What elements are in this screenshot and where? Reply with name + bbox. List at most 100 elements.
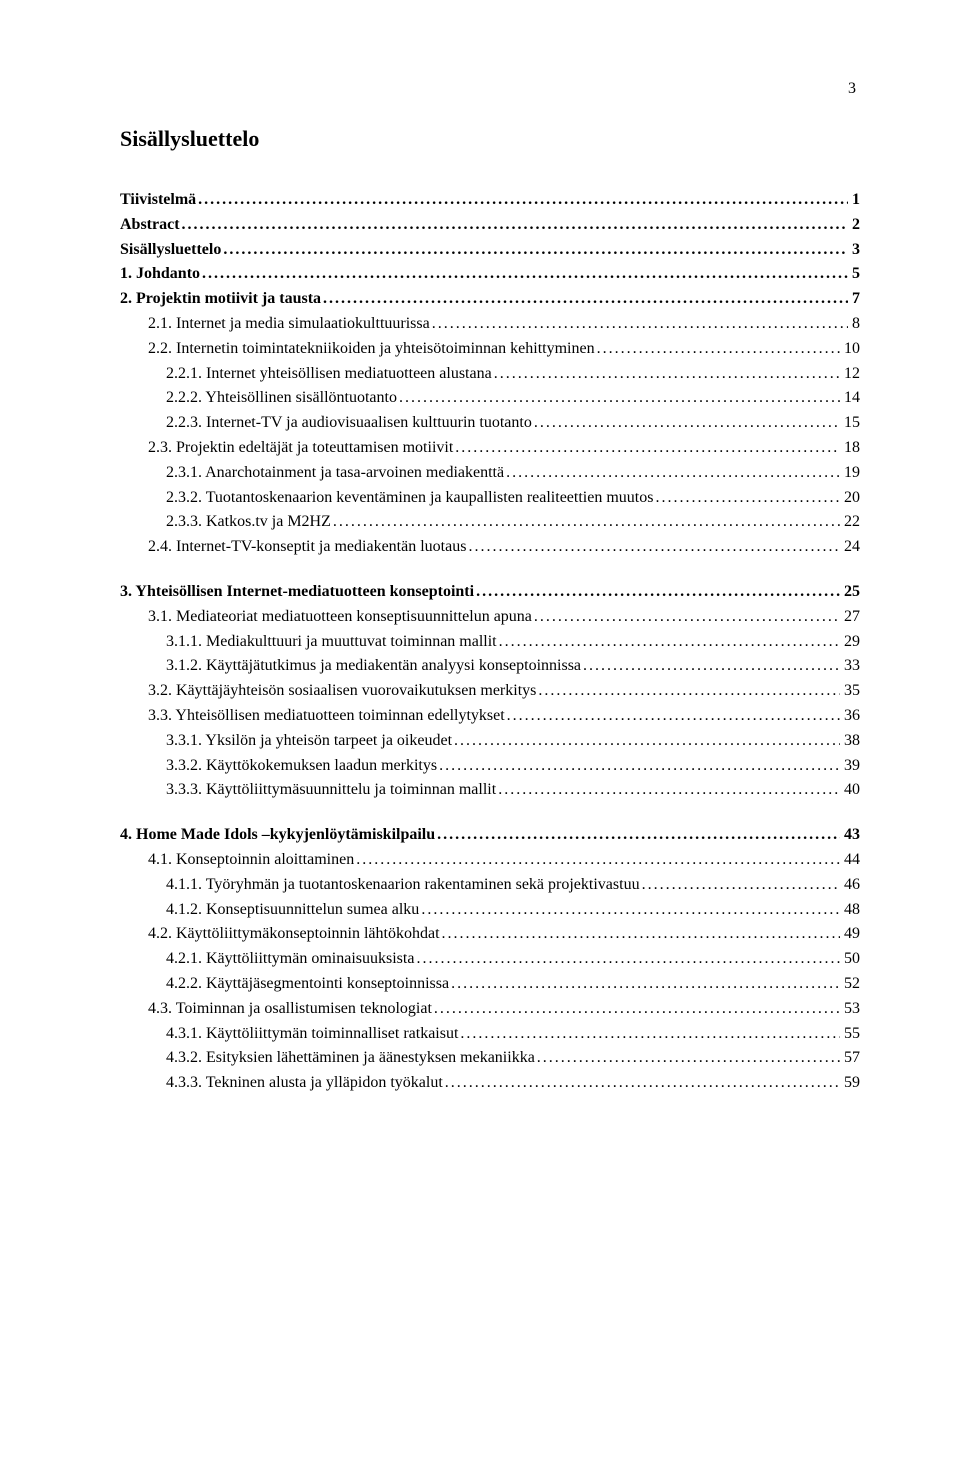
toc-entry: 2.3.3. Katkos.tv ja M2HZ22 <box>120 510 860 535</box>
toc-entry: 2.3. Projektin edeltäjät ja toteuttamise… <box>120 436 860 461</box>
toc-entry-page: 29 <box>842 630 860 655</box>
toc-dot-leader <box>537 1046 840 1071</box>
toc-entry: 4.1. Konseptoinnin aloittaminen 44 <box>120 848 860 873</box>
toc-dot-leader <box>455 436 840 461</box>
toc-dot-leader <box>198 188 848 213</box>
toc-entry-page: 50 <box>842 947 860 972</box>
toc-dot-leader <box>476 580 840 605</box>
toc-dot-leader <box>583 654 840 679</box>
toc-dot-leader <box>494 362 840 387</box>
toc-entry-label: 4.1. Konseptoinnin aloittaminen <box>148 848 354 873</box>
toc-entry-page: 19 <box>842 461 860 486</box>
toc-entry-page: 10 <box>842 337 860 362</box>
toc-dot-leader <box>416 947 840 972</box>
toc-entry-page: 12 <box>842 362 860 387</box>
toc-entry-page: 44 <box>842 848 860 873</box>
toc-title: Sisällysluettelo <box>120 126 860 152</box>
toc-entry: 4.2. Käyttöliittymäkonseptoinnin lähtöko… <box>120 922 860 947</box>
toc-entry-page: 24 <box>842 535 860 560</box>
toc-entry-label: 2.3. Projektin edeltäjät ja toteuttamise… <box>148 436 453 461</box>
page-number: 3 <box>120 80 860 98</box>
toc-dot-leader <box>323 287 848 312</box>
toc-entry-label: 2. Projektin motiivit ja tausta <box>120 287 321 312</box>
toc-entry-label: 3.2. Käyttäjäyhteisön sosiaalisen vuorov… <box>148 679 536 704</box>
toc-entry: 3.1. Mediateoriat mediatuotteen konsepti… <box>120 605 860 630</box>
toc-entry: 3.3. Yhteisöllisen mediatuotteen toiminn… <box>120 704 860 729</box>
toc-entry-page: 27 <box>842 605 860 630</box>
toc-entry-label: 4.3.1. Käyttöliittymän toiminnalliset ra… <box>166 1022 458 1047</box>
toc-dot-leader <box>499 630 840 655</box>
toc-dot-leader <box>182 213 848 238</box>
toc-entry-label: 1. Johdanto <box>120 262 200 287</box>
document-page: 3 Sisällysluettelo Tiivistelmä1Abstract 2… <box>0 0 960 1156</box>
toc-entry-label: 4.2.2. Käyttäjäsegmentointi konseptoinni… <box>166 972 449 997</box>
toc-entry-page: 36 <box>842 704 860 729</box>
toc-entry: 2. Projektin motiivit ja tausta7 <box>120 287 860 312</box>
toc-entry-label: 4.1.1. Työryhmän ja tuotantoskenaarion r… <box>166 873 640 898</box>
toc-entry-label: 4.3.3. Tekninen alusta ja ylläpidon työk… <box>166 1071 443 1096</box>
toc-entry: 3.2. Käyttäjäyhteisön sosiaalisen vuorov… <box>120 679 860 704</box>
toc-dot-leader <box>356 848 840 873</box>
toc-entry: 3. Yhteisöllisen Internet-mediatuotteen … <box>120 580 860 605</box>
toc-entry: 4.2.1. Käyttöliittymän ominaisuuksista 50 <box>120 947 860 972</box>
toc-entry: 3.1.2. Käyttäjätutkimus ja mediakentän a… <box>120 654 860 679</box>
toc-entry-label: 3.3.1. Yksilön ja yhteisön tarpeet ja oi… <box>166 729 452 754</box>
toc-container: Tiivistelmä1Abstract2Sisällysluettelo31.… <box>120 188 860 1096</box>
toc-dot-leader <box>534 411 840 436</box>
toc-entry: 3.3.1. Yksilön ja yhteisön tarpeet ja oi… <box>120 729 860 754</box>
toc-entry-label: 3.3. Yhteisöllisen mediatuotteen toiminn… <box>148 704 505 729</box>
toc-entry-page: 46 <box>842 873 860 898</box>
toc-entry-page: 49 <box>842 922 860 947</box>
toc-entry: 4.3. Toiminnan ja osallistumisen teknolo… <box>120 997 860 1022</box>
toc-entry-label: 3. Yhteisöllisen Internet-mediatuotteen … <box>120 580 474 605</box>
toc-entry-label: 3.1.1. Mediakulttuuri ja muuttuvat toimi… <box>166 630 497 655</box>
toc-entry-page: 35 <box>842 679 860 704</box>
toc-entry-page: 1 <box>850 188 860 213</box>
toc-entry-label: 2.1. Internet ja media simulaatiokulttuu… <box>148 312 430 337</box>
toc-dot-leader <box>434 997 840 1022</box>
toc-entry-page: 3 <box>850 238 860 263</box>
toc-dot-leader <box>421 898 840 923</box>
toc-entry-page: 18 <box>842 436 860 461</box>
toc-dot-leader <box>460 1022 840 1047</box>
toc-entry: 3.1.1. Mediakulttuuri ja muuttuvat toimi… <box>120 630 860 655</box>
toc-entry-label: Abstract <box>120 213 180 238</box>
toc-entry-label: 4.3. Toiminnan ja osallistumisen teknolo… <box>148 997 432 1022</box>
toc-entry: Tiivistelmä1 <box>120 188 860 213</box>
toc-dot-leader <box>399 386 840 411</box>
toc-entry: 4.1.2. Konseptisuunnittelun sumea alku48 <box>120 898 860 923</box>
toc-entry-label: 4.2. Käyttöliittymäkonseptoinnin lähtöko… <box>148 922 440 947</box>
toc-dot-leader <box>202 262 848 287</box>
toc-entry: 4.1.1. Työryhmän ja tuotantoskenaarion r… <box>120 873 860 898</box>
toc-dot-leader <box>506 461 840 486</box>
toc-entry: 2.3.2. Tuotantoskenaarion keventäminen j… <box>120 486 860 511</box>
toc-entry-page: 40 <box>842 778 860 803</box>
toc-group-gap <box>120 560 860 580</box>
toc-entry: 2.1. Internet ja media simulaatiokulttuu… <box>120 312 860 337</box>
toc-entry-label: 2.2. Internetin toimintatekniikoiden ja … <box>148 337 595 362</box>
toc-entry-label: 2.2.3. Internet-TV ja audiovisuaalisen k… <box>166 411 532 436</box>
toc-dot-leader <box>534 605 840 630</box>
toc-dot-leader <box>655 486 840 511</box>
toc-entry: 4.3.2. Esityksien lähettäminen ja äänest… <box>120 1046 860 1071</box>
toc-entry-page: 57 <box>842 1046 860 1071</box>
toc-entry-label: 3.3.2. Käyttökokemuksen laadun merkitys <box>166 754 437 779</box>
toc-dot-leader <box>439 754 840 779</box>
toc-entry: 4.3.1. Käyttöliittymän toiminnalliset ra… <box>120 1022 860 1047</box>
toc-entry: 2.2.1. Internet yhteisöllisen mediatuott… <box>120 362 860 387</box>
toc-entry: Sisällysluettelo3 <box>120 238 860 263</box>
toc-entry: 4. Home Made Idols –kykyjenlöytämiskilpa… <box>120 823 860 848</box>
toc-entry-page: 52 <box>842 972 860 997</box>
toc-entry-page: 43 <box>842 823 860 848</box>
toc-entry-label: 2.3.2. Tuotantoskenaarion keventäminen j… <box>166 486 653 511</box>
toc-entry-page: 14 <box>842 386 860 411</box>
toc-entry-page: 55 <box>842 1022 860 1047</box>
toc-dot-leader <box>468 535 840 560</box>
toc-entry-label: 2.3.3. Katkos.tv ja M2HZ <box>166 510 331 535</box>
toc-entry-label: 4.2.1. Käyttöliittymän ominaisuuksista <box>166 947 414 972</box>
toc-entry-page: 38 <box>842 729 860 754</box>
toc-dot-leader <box>454 729 840 754</box>
toc-dot-leader <box>538 679 840 704</box>
toc-entry-page: 8 <box>850 312 860 337</box>
toc-dot-leader <box>432 312 848 337</box>
